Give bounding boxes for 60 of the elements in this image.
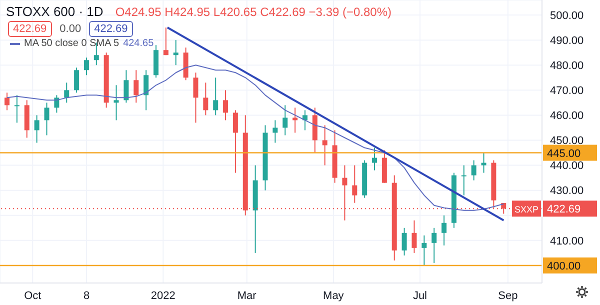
candlestick (432, 227, 437, 264)
candlestick (34, 114, 40, 144)
candlestick (322, 124, 328, 166)
annotation: 0.00 (60, 23, 82, 35)
x-tick-label: 2022 (150, 290, 176, 302)
candlestick (64, 82, 70, 104)
candlestick (44, 102, 50, 136)
candlestick (402, 227, 407, 256)
annotation: 422.69 (89, 21, 133, 37)
y-tick-label: 460.00 (550, 110, 584, 122)
x-tick-label: Jul (412, 290, 428, 302)
candlestick (84, 57, 89, 76)
candlestick (163, 27, 168, 56)
legend-label: MA 50 close 0 SMA 5 (24, 38, 120, 50)
candlestick (203, 82, 208, 116)
candlestick (412, 220, 417, 254)
candlestick (232, 110, 238, 174)
y-tick-label: 500.00 (550, 10, 584, 22)
y-tick-label: 440.00 (550, 160, 584, 172)
candlestick (4, 92, 10, 111)
candlestick (124, 70, 129, 104)
annotation: O424.95 H424.95 L420.65 C422.69 −3.39 (−0.80%) (115, 4, 392, 18)
candlestick (114, 84, 119, 121)
annotation: 424.65 (123, 38, 154, 50)
y-tick-label: 490.00 (550, 34, 584, 47)
x-tick-label: May (323, 290, 344, 302)
y-tick-label: 470.00 (550, 85, 584, 98)
y-tick-label: 480.00 (550, 60, 584, 72)
candlestick (74, 67, 80, 94)
candlestick (134, 70, 139, 104)
candlestick (223, 90, 228, 121)
candlestick (193, 72, 198, 124)
candlestick (481, 152, 486, 174)
candlestick (422, 234, 427, 266)
x-tick-label: Sep (498, 290, 518, 302)
candlestick (442, 214, 447, 246)
candlestick (282, 104, 288, 136)
candlestick (54, 94, 60, 114)
candlestick (213, 77, 218, 116)
candlestick (272, 120, 278, 144)
ref-line-label: SXXP (514, 204, 539, 215)
candlestick (144, 70, 149, 111)
candlestick (461, 164, 466, 196)
candlestick (292, 107, 298, 134)
text: 422.69 (547, 204, 581, 216)
y-tick-label: 430.00 (550, 185, 584, 198)
y-tick-label: 450.00 (550, 135, 584, 148)
candlestick (352, 164, 358, 204)
chart-title: STOXX 600 · 1D (6, 4, 104, 19)
x-tick-label: Oct (24, 290, 42, 302)
candlestick (14, 94, 20, 124)
candlestick (372, 147, 378, 171)
x-tick-label: 8 (83, 290, 90, 302)
ref-line-label: 445.00 (547, 148, 581, 160)
annotation: 422.69 (8, 21, 52, 37)
x-tick-label: Mar (237, 290, 257, 302)
candlestick (173, 40, 178, 66)
ref-line-label: 400.00 (547, 260, 581, 272)
candlestick (471, 160, 476, 181)
y-tick-label: 410.00 (550, 235, 584, 248)
